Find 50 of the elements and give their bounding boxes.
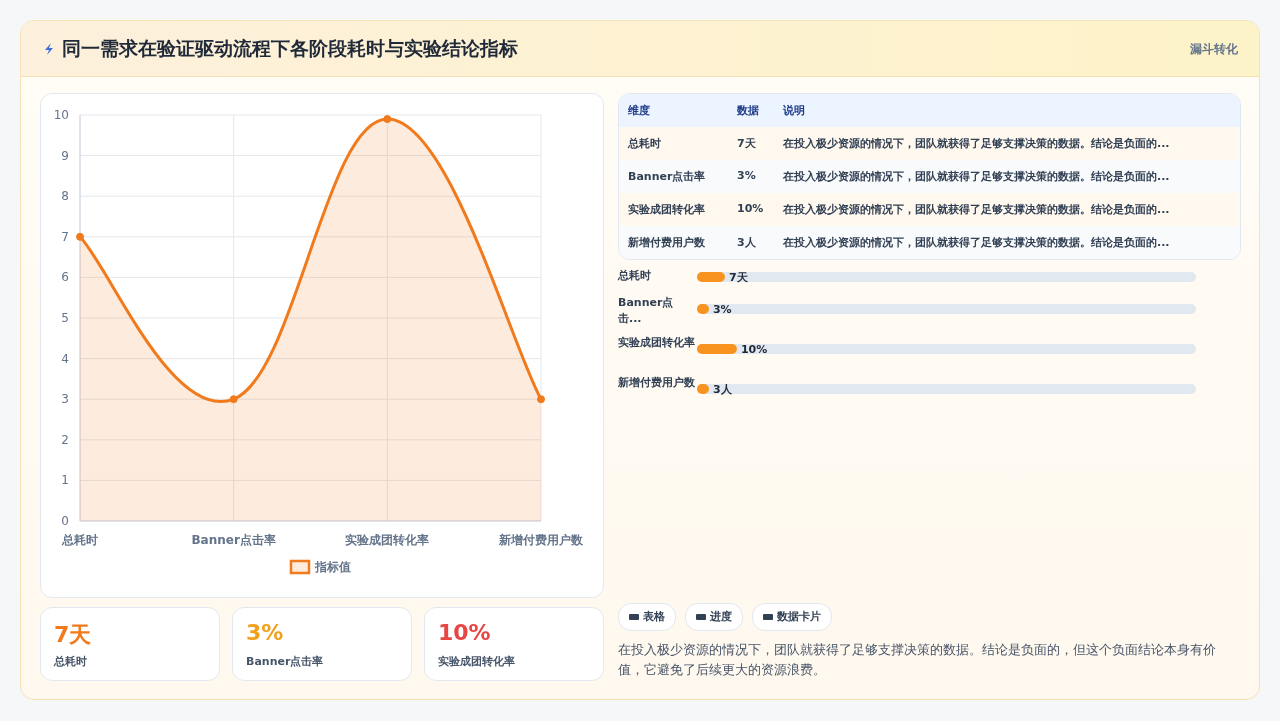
text: 表格 <box>643 610 665 623</box>
text: 3% <box>246 620 284 645</box>
text: Banner点击率 <box>628 169 706 184</box>
text: 7天 <box>737 136 756 151</box>
text: 漏斗转化 <box>1190 41 1238 58</box>
text: Banner点击率 <box>246 654 324 669</box>
y-tick-label: 8 <box>61 189 69 204</box>
text: 数据卡片 <box>777 610 821 623</box>
text: 在投入极少资源的情况下，团队就获得了足够支撑决策的数据。结论是负面的... <box>783 235 1170 250</box>
point <box>229 395 238 404</box>
y-tick-label: 3 <box>61 392 69 407</box>
point <box>537 395 545 404</box>
text: 在投入极少资源的情况下，团队就获得了足够支撑决策的数据。结论是负面的... <box>783 202 1170 217</box>
chart-title: 同一需求在验证驱动流程下各阶段耗时与实验结论指标 <box>62 36 518 61</box>
text: 实验成团转化率 <box>438 654 515 669</box>
text: 维度 <box>628 103 650 118</box>
point <box>76 232 84 241</box>
text: 3人 <box>737 235 756 250</box>
y-tick-label: 实验成团转化率 <box>618 335 696 351</box>
y-tick-label: 新增付费用户数 <box>618 375 696 391</box>
y-tick-label: 6 <box>61 270 69 285</box>
y-tick-label: 7 <box>61 229 69 244</box>
text: 10% <box>737 202 764 215</box>
y-tick-label: 10 <box>53 108 69 122</box>
text: 在投入极少资源的情况下，团队就获得了足够支撑决策的数据。结论是负面的... <box>783 136 1170 151</box>
text: 在投入极少资源的情况下，团队就获得了足够支撑决策的数据。结论是负面的，但这个负面结论本身有价值，它避免了后续更大的资源浪费。 <box>618 641 1217 679</box>
data-label: 10% <box>740 343 768 356</box>
text: 10% <box>438 620 491 645</box>
y-tick-label: 4 <box>61 351 69 366</box>
x-tick-label: 新增付费用户数 <box>498 533 584 547</box>
x-tick-label: Banner点击率 <box>191 533 276 547</box>
legend-label: 指标值 <box>314 560 351 574</box>
y-tick-label: 总耗时 <box>618 268 652 284</box>
y-tick-label: Banner点击... <box>618 295 675 327</box>
y-tick-label: 5 <box>61 311 69 325</box>
y-tick-label: 2 <box>61 432 69 447</box>
data-label: 3人 <box>712 383 733 396</box>
text: 3% <box>737 169 756 182</box>
text: 说明 <box>783 103 805 118</box>
text: 进度 <box>710 610 732 623</box>
y-tick-label: 9 <box>61 148 69 163</box>
y-tick-label: 0 <box>61 514 69 528</box>
point <box>383 115 392 124</box>
text: 在投入极少资源的情况下，团队就获得了足够支撑决策的数据。结论是负面的... <box>783 169 1170 184</box>
text: 数据 <box>737 103 759 118</box>
data-label: 3% <box>712 303 732 316</box>
text: 7天 <box>54 621 92 649</box>
x-tick-label: 实验成团转化率 <box>345 533 430 547</box>
y-tick-label: 1 <box>61 473 69 488</box>
data-label: 7天 <box>728 271 749 284</box>
